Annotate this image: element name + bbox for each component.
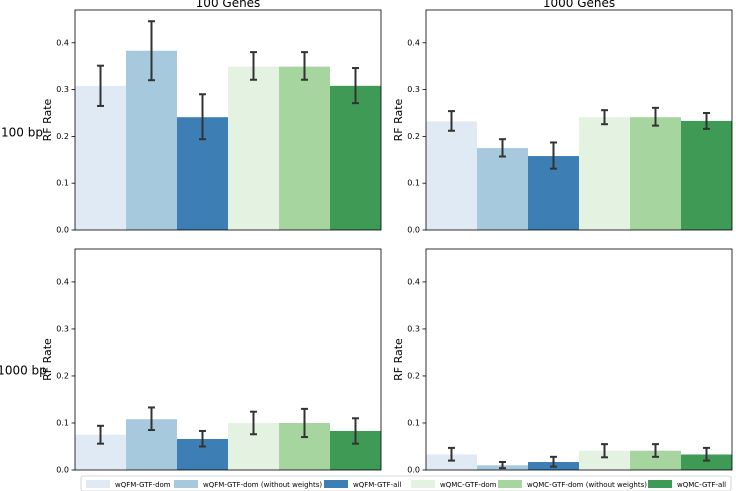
y-tick-label: 0.1	[407, 418, 420, 427]
y-tick-label: 0.3	[407, 324, 420, 333]
chart-title: 100 Genes	[196, 0, 261, 10]
y-axis-label: RF Rate	[41, 98, 54, 141]
error-bar-4-5	[652, 443, 659, 458]
y-tick-label: 0.3	[56, 85, 69, 94]
legend-swatch	[498, 480, 522, 488]
error-bar-4-3	[550, 455, 557, 468]
legend-label: wQFM-GTF-all	[353, 481, 401, 489]
legend-label: wQMC-GTF-dom (without weights)	[527, 481, 647, 489]
chart-panel-2: 0.0 0.1 0.2 0.3 0.4 RF Rate 1000 Genes	[392, 0, 733, 235]
legend-swatch	[648, 480, 672, 488]
error-bar-2-5	[652, 106, 659, 127]
error-bar-2-6	[703, 111, 710, 130]
legend-frame	[80, 475, 732, 491]
bar-1-4	[228, 66, 279, 230]
error-bar-4-1	[448, 446, 455, 462]
y-axis-label: RF Rate	[41, 338, 54, 381]
legend-swatch	[174, 480, 198, 488]
error-bar-3-6	[352, 417, 359, 445]
chart-panel-3: 0.0 0.1 0.2 0.3 0.4 RF Rate	[41, 248, 382, 475]
legend-label: wQFM-GTF-dom	[115, 481, 171, 489]
y-tick-label: 0.2	[407, 132, 420, 141]
y-tick-label: 0.3	[407, 85, 420, 94]
bar-1-6	[330, 85, 381, 230]
y-tick-label: 0.2	[56, 371, 69, 380]
row-label-100bp: 100 bp	[1, 126, 43, 140]
error-bar-2-1	[448, 110, 455, 132]
error-bar-4-2	[499, 461, 506, 470]
error-bar-3-5	[301, 407, 308, 439]
error-bar-2-3	[550, 141, 557, 170]
y-tick-label: 0.4	[56, 38, 69, 47]
error-bar-1-5	[301, 51, 308, 81]
error-bar-1-4	[250, 51, 257, 81]
legend-item-5: wQMC-GTF-dom (without weights)	[498, 480, 647, 489]
error-bar-1-6	[352, 67, 359, 105]
chart-panel-1: 0.0 0.1 0.2 0.3 0.4 RF Rate 100 Genes	[41, 0, 382, 235]
y-tick-label: 0.0	[407, 466, 420, 475]
y-tick-label: 0.1	[407, 179, 420, 188]
error-bar-2-4	[601, 109, 608, 126]
row-label-1000bp: 1000 bp	[0, 364, 47, 378]
y-axis-label: RF Rate	[392, 98, 405, 141]
error-bar-4-4	[601, 443, 608, 459]
error-bar-1-3	[199, 93, 206, 141]
error-bar-3-3	[199, 429, 206, 448]
error-bar-3-4	[250, 410, 257, 436]
y-tick-label: 0.0	[407, 226, 420, 235]
legend-item-1: wQFM-GTF-dom	[86, 480, 171, 489]
legend: wQFM-GTF-dom wQFM-GTF-dom (without weight…	[80, 475, 732, 491]
y-tick-label: 0.1	[56, 418, 69, 427]
y-tick-label: 0.2	[407, 371, 420, 380]
legend-label: wQFM-GTF-dom (without weights)	[203, 481, 322, 489]
bar-4-6	[681, 454, 732, 470]
legend-item-3: wQFM-GTF-all	[324, 480, 401, 489]
legend-item-2: wQFM-GTF-dom (without weights)	[174, 480, 322, 489]
legend-label: wQMC-GTF-dom	[440, 481, 497, 489]
axes-frame	[425, 248, 733, 471]
legend-swatch	[411, 480, 435, 488]
legend-swatch	[86, 480, 110, 488]
panels-layer: 0.0 0.1 0.2 0.3 0.4 RF Rate 100 Genes 0.0 0.1 0.2…	[41, 0, 733, 475]
error-bar-3-1	[97, 424, 104, 445]
axes-frame	[425, 9, 733, 231]
error-bar-1-2	[148, 20, 155, 82]
y-tick-label: 0.2	[56, 132, 69, 141]
bar-2-2	[477, 148, 528, 230]
bar-2-6	[681, 120, 732, 230]
y-tick-label: 0.0	[56, 226, 69, 235]
y-tick-label: 0.4	[407, 38, 420, 47]
y-tick-label: 0.0	[56, 466, 69, 475]
chart-title: 1000 Genes	[543, 0, 615, 10]
legend-item-4: wQMC-GTF-dom	[411, 480, 497, 489]
bar-1-5	[279, 66, 330, 230]
error-bar-3-2	[148, 406, 155, 432]
y-tick-label: 0.3	[56, 324, 69, 333]
bar-2-5	[630, 117, 681, 230]
bar-2-1	[426, 121, 477, 230]
bar-4-4	[579, 450, 630, 470]
legend-item-6: wQMC-GTF-all	[648, 480, 726, 489]
y-axis-label: RF Rate	[392, 338, 405, 381]
bar-2-4	[579, 117, 630, 230]
axes-frame	[74, 248, 382, 471]
legend-label: wQMC-GTF-all	[677, 481, 726, 489]
chart-panel-4: 0.0 0.1 0.2 0.3 0.4 RF Rate	[392, 248, 733, 475]
y-tick-label: 0.4	[407, 277, 420, 286]
axes-frame	[74, 9, 382, 231]
legend-swatch	[324, 480, 348, 488]
error-bar-1-1	[97, 64, 104, 107]
bar-1-1	[75, 85, 126, 230]
y-tick-label: 0.4	[56, 277, 69, 286]
y-tick-label: 0.1	[56, 179, 69, 188]
row-labels: 100 bp 1000 bp	[0, 126, 47, 378]
bar-4-1	[426, 454, 477, 470]
bar-4-5	[630, 450, 681, 470]
error-bar-2-2	[499, 138, 506, 158]
error-bar-4-6	[703, 446, 710, 462]
